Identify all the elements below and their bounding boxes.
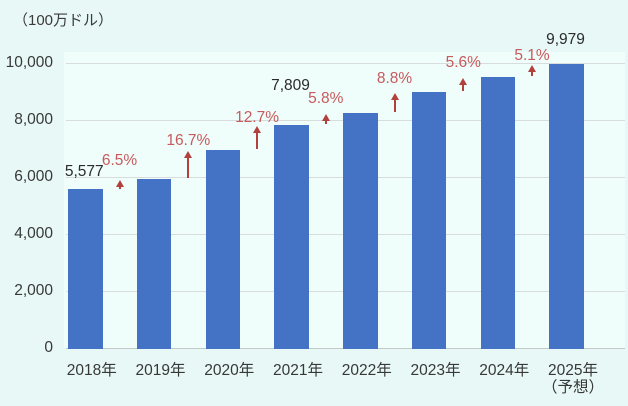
bar-2025年	[549, 63, 584, 349]
growth-rate-label: 16.7%	[166, 131, 211, 149]
x-axis-label: 2022年	[341, 362, 392, 379]
growth-rate-label: 8.8%	[376, 69, 413, 87]
y-tick-label: 8,000	[14, 111, 53, 128]
up-arrow-icon	[321, 113, 331, 125]
y-tick-label: 10,000	[5, 54, 53, 71]
growth-rate-label: 12.7%	[235, 108, 280, 126]
x-axis-label: 2021年	[273, 362, 323, 379]
bar-2019年	[136, 178, 172, 349]
growth-rate-label: 5.8%	[308, 90, 344, 107]
x-axis-label: 2018年	[66, 362, 117, 379]
bar-value-label: 5,577	[64, 163, 104, 181]
up-arrow-icon	[390, 92, 400, 112]
x-axis-label: 2023年	[410, 362, 461, 379]
y-tick-label: 6,000	[14, 168, 53, 185]
growth-rate-label: 5.1%	[514, 46, 550, 64]
x-axis-label: 2020年	[204, 362, 255, 379]
bar-2024年	[480, 77, 515, 349]
bar-2018年	[68, 189, 103, 349]
up-arrow-icon	[458, 78, 468, 91]
x-axis-label: 2024年	[479, 362, 530, 379]
growth-rate-label: 5.6%	[445, 54, 481, 71]
axis-unit-label: （100万ドル）	[13, 12, 114, 29]
up-arrow-icon	[527, 64, 537, 77]
bar-2021年	[274, 125, 309, 349]
x-axis-label: 2019年	[135, 362, 186, 379]
y-tick-label: 2,000	[14, 282, 53, 299]
growth-rate-label: 6.5%	[101, 151, 138, 169]
bar-value-label: 9,979	[546, 30, 585, 48]
up-arrow-icon	[252, 126, 262, 150]
up-arrow-icon	[115, 179, 125, 189]
y-tick-label: 0	[44, 339, 53, 356]
bar-2020年	[205, 150, 240, 349]
x-axis-label: 2025年	[548, 362, 598, 379]
bar-2022年	[343, 112, 378, 349]
gridline	[66, 63, 625, 64]
bar-value-label: 7,809	[271, 77, 310, 95]
y-tick-label: 4,000	[14, 225, 53, 242]
x-axis-forecast-note: （予想）	[541, 379, 605, 396]
bar-2023年	[411, 91, 447, 349]
up-arrow-icon	[183, 151, 193, 178]
